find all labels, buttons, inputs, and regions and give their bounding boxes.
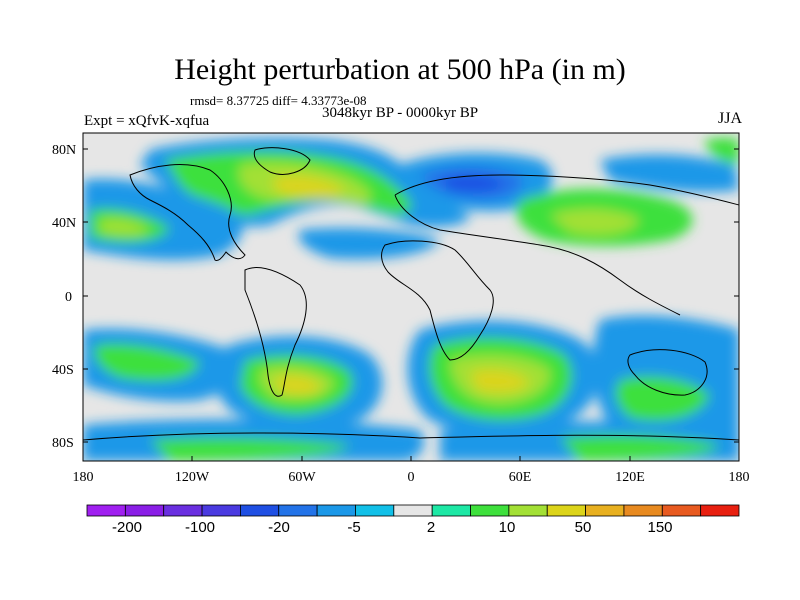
lon-tick-label: 180 (729, 470, 750, 485)
greenland-coast (253, 147, 311, 175)
colorbar-swatch (470, 504, 510, 517)
colorbar-swatch (508, 504, 548, 517)
colorbar-swatch (431, 504, 471, 517)
lat-axis: 80N 40N 0 40S 80S (52, 143, 739, 451)
contour-region (615, 376, 710, 421)
lat-tick-label: 80S (52, 436, 74, 451)
contour-region (440, 175, 505, 192)
colorbar-swatch (86, 504, 126, 517)
contour-region (273, 175, 345, 198)
lon-axis: 180 120W 60W 0 60E 120E 180 (73, 456, 750, 485)
lat-tick-label: 0 (65, 290, 72, 305)
colorbar-swatch (201, 504, 241, 517)
contour-region (550, 208, 640, 235)
contour-region (150, 437, 350, 461)
rmsd-stats-text: rmsd= 8.37725 diff= 4.33773e-08 (190, 93, 367, 108)
lat-tick-label: 80N (52, 143, 76, 158)
colorbar-swatch (661, 504, 702, 517)
colorbar-swatch (700, 504, 740, 517)
colorbar-swatch (316, 504, 356, 517)
lon-tick-label: 0 (408, 470, 415, 485)
lon-tick-label: 120W (175, 470, 210, 485)
colorbar-swatch (240, 504, 280, 517)
colorbar-label: -20 (268, 519, 290, 536)
colorbar-swatch (163, 504, 203, 517)
north-america-coast (129, 164, 246, 261)
colorbar-label: 150 (647, 519, 672, 536)
africa-coast (381, 240, 494, 361)
colorbar-labels: -200 -100 -20 -5 2 10 50 150 (112, 519, 673, 536)
contour-region (94, 343, 200, 382)
colorbar-label: 2 (427, 519, 435, 536)
lon-tick-label: 180 (73, 470, 94, 485)
contour-region (275, 375, 322, 395)
australia-coast (627, 349, 708, 396)
colorbar-swatch (355, 504, 395, 517)
season-label: JJA (717, 110, 742, 127)
lat-tick-label: 40S (52, 363, 74, 378)
eurasia-coast (394, 174, 739, 316)
antarctica-coast (83, 432, 739, 441)
colorbar-label: -100 (185, 519, 215, 536)
contour-region (470, 369, 530, 393)
lon-tick-label: 60W (288, 470, 316, 485)
contour-region (298, 228, 440, 260)
colorbar-swatch (623, 504, 663, 517)
colorbar-swatch (393, 504, 433, 517)
lat-tick-label: 40N (52, 216, 76, 231)
south-america-coast (244, 267, 307, 397)
colorbar-label: -5 (347, 519, 360, 536)
colorbar-label: 50 (575, 519, 592, 536)
contour-field (83, 133, 739, 461)
colorbar-swatch (546, 504, 586, 517)
page-title: Height perturbation at 500 hPa (in m) (174, 53, 626, 86)
contour-region (705, 137, 739, 165)
period-label: 3048kyr BP - 0000kyr BP (322, 105, 479, 121)
colorbar-label: 10 (499, 519, 516, 536)
experiment-label: Expt = xQfvK-xqfua (84, 113, 210, 129)
coastlines (83, 147, 739, 441)
contour-region (100, 218, 150, 236)
colorbar-swatch (278, 504, 318, 517)
lon-tick-label: 120E (615, 470, 645, 485)
colorbar-swatch (124, 504, 165, 517)
colorbar-swatch (585, 504, 625, 517)
colorbar-label: -200 (112, 519, 142, 536)
lon-tick-label: 60E (509, 470, 532, 485)
contour-region (560, 435, 720, 461)
colorbar (86, 504, 740, 517)
